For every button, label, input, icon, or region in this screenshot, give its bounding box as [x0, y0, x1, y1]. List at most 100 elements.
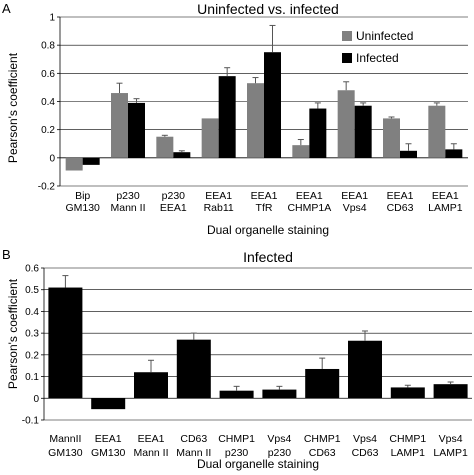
panel-b-category-label-line2: LAMP1	[433, 447, 468, 459]
panel-a-category-label-line2: CD63	[387, 202, 414, 214]
uninfected-bar	[156, 136, 174, 158]
panel-b-category-label-line2: Mann II	[133, 447, 168, 459]
panel-b-y-tick-label: 0.1	[25, 372, 39, 383]
infected-bar	[264, 52, 281, 158]
infected-bar	[82, 157, 100, 165]
uninfected-bar	[201, 118, 219, 158]
panel-b-y-ticks: -0.1 0 0.1 0.2 0.3 0.4 0.5 0.6	[22, 264, 44, 427]
value-bar	[348, 340, 382, 399]
infected-bar	[400, 150, 417, 158]
panel-b-category-label-line2: LAMP1	[391, 447, 426, 459]
panel-b-category-label-line1: EEA1	[95, 433, 122, 445]
uninfected-bar	[65, 157, 83, 171]
infected-bar	[173, 152, 191, 158]
panel-a-category-label-line1: p230	[162, 190, 186, 202]
panel-a-category-label-line1: EEA1	[432, 190, 459, 202]
panel-a-category-label-line1: EEA1	[205, 190, 232, 202]
panel-b-category-label-line2: Mann II	[176, 447, 211, 459]
legend-label-infected: Infected	[356, 51, 399, 65]
panel-b-category-label-line1: CHMP1	[389, 433, 426, 445]
panel-b-category-label-line1: EEA1	[138, 433, 165, 445]
panel-a-y-tick-label: 0	[49, 153, 55, 164]
panel-a: A Uninfected vs. infected Pearson's coef…	[2, 1, 468, 237]
value-bar	[176, 339, 211, 399]
panel-a-category-label-line2: EEA1	[160, 202, 187, 214]
panel-a-category-label-line2: Vps4	[343, 202, 367, 214]
panel-b-category-label-line2: GM130	[48, 447, 83, 459]
panel-a-category-label-line1: EEA1	[251, 190, 278, 202]
panel-a-category-label-line2: GM130	[65, 202, 100, 214]
panel-b: B Infected Pearson's coefficient Dual or…	[2, 247, 472, 471]
panel-a-y-tick-label: 1	[49, 13, 55, 24]
panel-a-category-label-line2: Rab11	[204, 202, 234, 214]
panel-b-category-label-line2: p230	[225, 447, 249, 459]
panel-a-bars	[65, 24, 463, 171]
panel-b-category-label-line2: CD63	[352, 447, 379, 459]
panel-a-letter: A	[2, 1, 11, 16]
panel-b-bars	[48, 275, 468, 410]
panel-a-y-tick-label: -0.2	[38, 182, 56, 193]
uninfected-bar	[428, 105, 446, 158]
infected-bar	[445, 149, 463, 158]
panel-b-category-label-line1: MannII	[49, 433, 81, 445]
legend-label-uninfected: Uninfected	[356, 29, 413, 43]
value-bar	[262, 389, 297, 399]
panel-b-y-tick-label: 0.6	[25, 264, 39, 275]
panel-a-category-label-line2: LAMP1	[428, 202, 463, 214]
uninfected-bar	[337, 90, 355, 158]
panel-a-y-tick-label: 0.8	[41, 41, 55, 52]
value-bar	[390, 387, 425, 399]
panel-a-y-tick-label: 0.6	[41, 69, 55, 80]
panel-b-category-labels: MannII GM130 EEA1 GM130 EEA1 Mann II CD63 Mann …	[48, 433, 468, 459]
panel-b-y-tick-label: 0.5	[25, 285, 39, 296]
panel-b-category-label-line2: CD63	[309, 447, 336, 459]
panel-a-x-axis-title: Dual organelle staining	[207, 223, 329, 237]
panel-a-y-tick-label: 0.2	[41, 125, 55, 136]
panel-b-y-tick-label: 0.4	[25, 307, 39, 318]
panel-a-category-label-line1: EEA1	[296, 190, 323, 202]
panel-b-category-label-line2: GM130	[91, 447, 126, 459]
panel-a-category-label-line1: EEA1	[341, 190, 368, 202]
panel-b-x-axis-title: Dual organelle staining	[197, 457, 319, 471]
panel-b-y-tick-label: 0	[33, 394, 39, 405]
panel-a-y-axis-title: Pearson's coefficient	[6, 52, 20, 163]
infected-bar	[354, 105, 372, 158]
value-bar	[305, 368, 340, 399]
panel-b-category-label-line1: Vps4	[267, 433, 291, 445]
panel-b-title: Infected	[243, 249, 293, 265]
panel-b-category-label-line1: CD63	[180, 433, 207, 445]
legend-swatch-uninfected	[342, 31, 352, 41]
panel-a-legend: Uninfected Infected	[342, 29, 413, 65]
panel-a-category-label-line1: EEA1	[387, 190, 414, 202]
infected-bar	[309, 108, 327, 158]
panel-b-category-label-line1: CHMP1	[304, 433, 341, 445]
value-bar	[91, 398, 126, 410]
value-bar	[48, 287, 83, 399]
legend-swatch-infected	[342, 53, 352, 63]
uninfected-bar	[292, 145, 310, 158]
panel-b-letter: B	[2, 247, 11, 262]
value-bar	[134, 372, 168, 399]
panel-b-y-tick-label: -0.1	[22, 416, 40, 427]
infected-bar	[218, 76, 236, 158]
uninfected-bar	[383, 118, 400, 158]
panel-b-category-label-line2: p230	[268, 447, 292, 459]
infected-bar	[128, 102, 145, 158]
panel-b-y-tick-label: 0.2	[25, 350, 39, 361]
panel-a-title: Uninfected vs. infected	[197, 1, 339, 17]
panel-b-y-axis-title: Pearson's coefficient	[6, 278, 20, 389]
panel-b-category-label-line1: Vps4	[353, 433, 377, 445]
panel-a-category-label-line2: Mann II	[110, 202, 145, 214]
uninfected-bar	[111, 93, 128, 158]
panel-a-category-label-line2: CHMP1A	[287, 202, 331, 214]
panel-a-category-label-line1: p230	[116, 190, 140, 202]
panel-a-category-label-line1: Bip	[75, 190, 90, 202]
panel-a-category-label-line2: TfR	[256, 202, 273, 214]
uninfected-bar	[247, 83, 264, 158]
panel-a-y-tick-label: 0.4	[41, 97, 55, 108]
panel-b-category-label-line1: Vps4	[439, 433, 463, 445]
panel-b-category-label-line1: CHMP1	[218, 433, 255, 445]
